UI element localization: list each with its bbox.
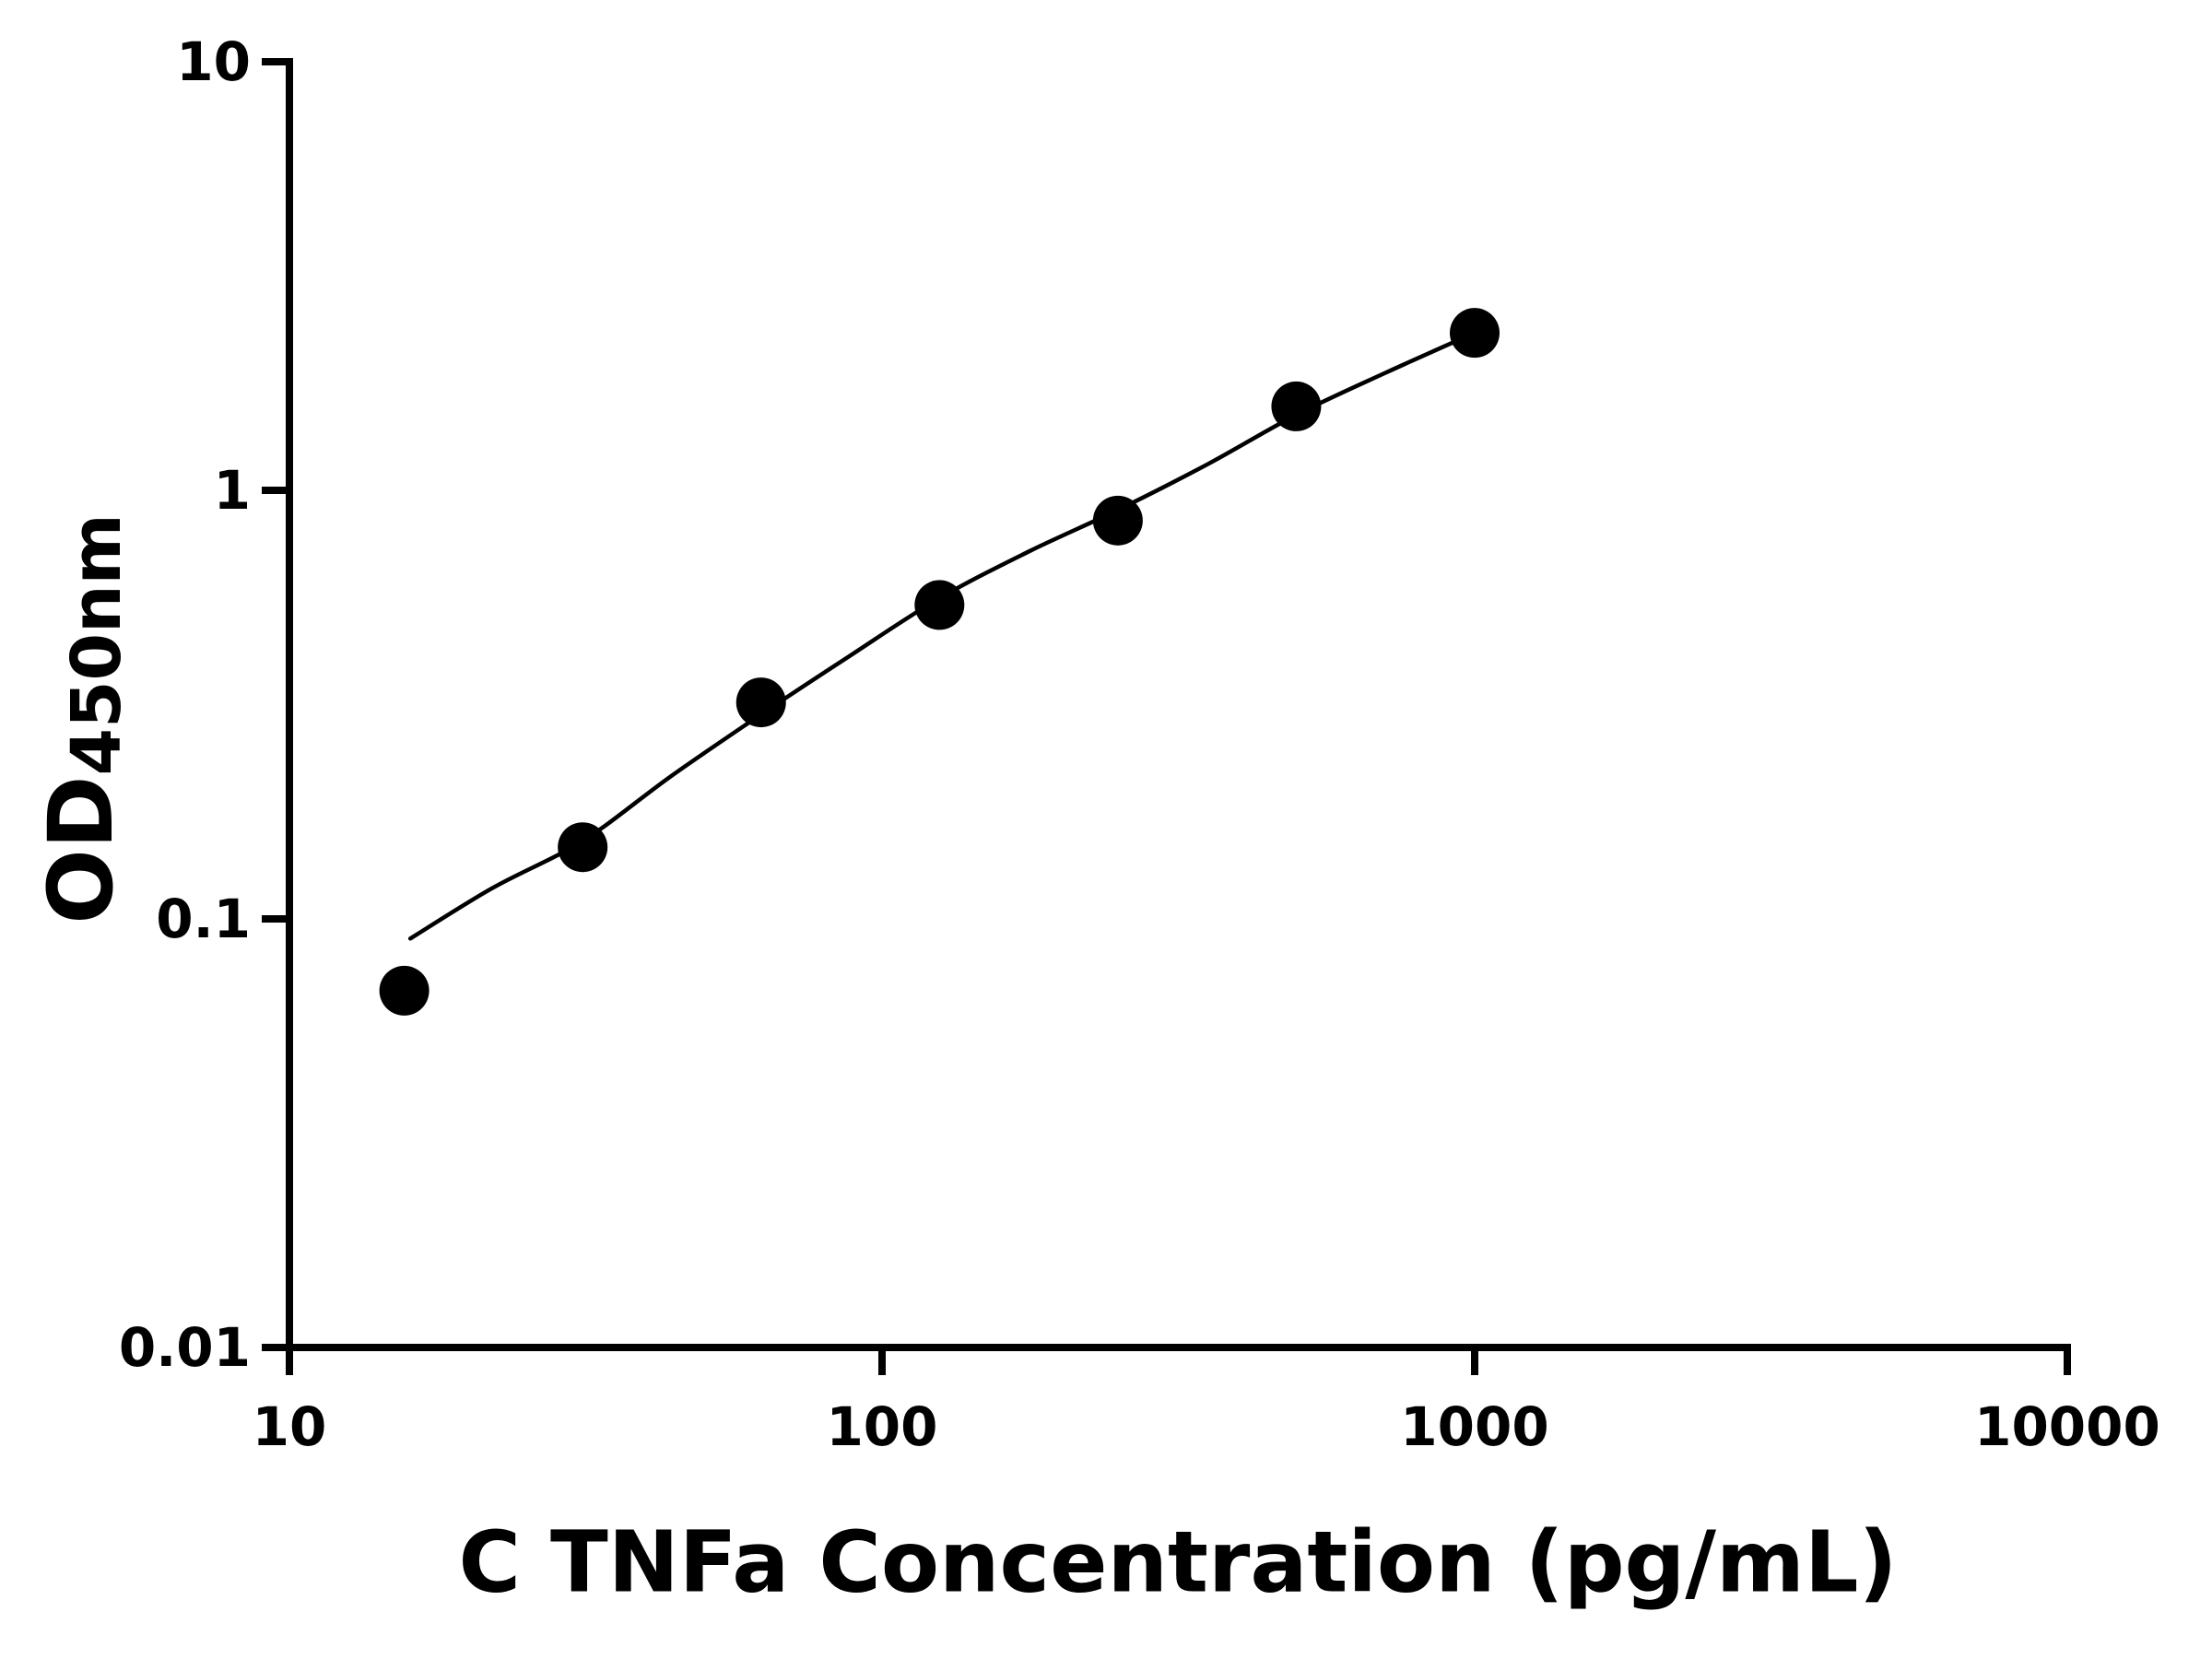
data-point <box>1450 308 1500 359</box>
data-point <box>1271 381 1322 431</box>
data-point <box>735 677 786 728</box>
data-point <box>558 822 608 873</box>
x-tick-label: 10000 <box>1974 1395 2160 1458</box>
y-axis-label-main: OD <box>29 775 133 924</box>
x-axis-label: C TNFa Concentration (pg/mL) <box>458 1512 1898 1612</box>
data-point <box>379 965 429 1016</box>
axis-lines <box>286 58 2071 1351</box>
data-point <box>914 580 965 630</box>
x-tick-label: 1000 <box>1400 1395 1548 1458</box>
y-tick-label: 1 <box>214 459 251 522</box>
y-axis-label-subscript: 450nm <box>56 513 136 776</box>
x-tick-label: 100 <box>826 1395 937 1458</box>
data-point <box>1092 495 1143 546</box>
y-axis-label: OD450nm <box>29 513 136 924</box>
y-tick-label: 10 <box>176 30 251 93</box>
y-tick-label: 0.1 <box>156 888 251 950</box>
x-tick-label: 10 <box>253 1395 327 1458</box>
y-tick-label: 0.01 <box>119 1316 251 1379</box>
